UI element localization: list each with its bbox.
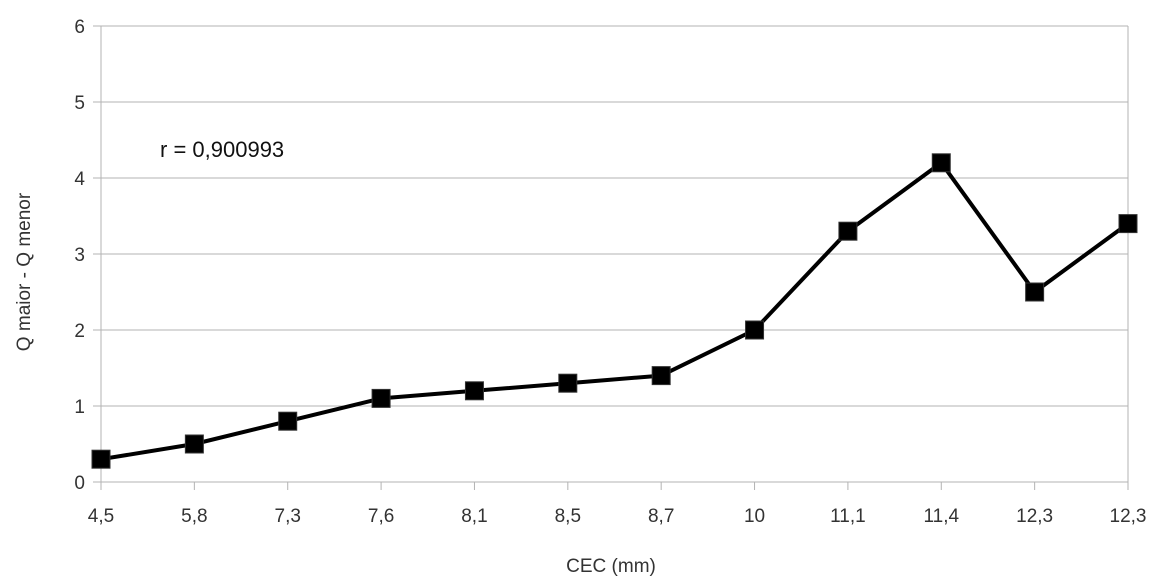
x-tick-label: 8,7 [648, 506, 674, 527]
data-point-marker [371, 388, 391, 408]
x-tick-label: 7,6 [368, 506, 394, 527]
data-point-marker [1025, 282, 1045, 302]
x-tick-label: 7,3 [275, 506, 301, 527]
data-point-marker [1118, 214, 1138, 234]
y-axis-title: Q maior - Q menor [14, 192, 35, 351]
data-point-marker [838, 221, 858, 241]
data-point-marker [651, 366, 671, 386]
data-point-marker [278, 411, 298, 431]
axis-layer: 0 1 2 3 4 5 6 4,5 5,8 7,3 7,6 8,1 8,5 8,7 10 11,1 11,4 12… [74, 17, 1146, 527]
x-tick-label: 8,1 [461, 506, 487, 527]
x-tick-label: 4,5 [88, 506, 114, 527]
y-tick-label: 0 [74, 473, 85, 494]
y-tick-label: 5 [74, 93, 85, 114]
series-line [100, 160, 1130, 462]
y-tick-label: 3 [74, 245, 85, 266]
label-layer: r = 0,900993 CEC (mm) Q maior - Q menor [14, 137, 656, 577]
data-point-marker [91, 449, 111, 469]
x-tick-label: 8,5 [555, 506, 581, 527]
data-point-marker [464, 381, 484, 401]
data-point-marker [745, 320, 765, 340]
data-point-marker [184, 434, 204, 454]
y-tick-label: 1 [74, 397, 85, 418]
series-layer [91, 153, 1138, 469]
y-tick-label: 4 [74, 169, 85, 190]
grid-layer [101, 25, 1129, 483]
data-point-marker [931, 153, 951, 173]
x-tick-label: 10 [744, 506, 765, 527]
correlation-annotation: r = 0,900993 [160, 137, 284, 162]
x-tick-label: 11,1 [830, 506, 866, 527]
x-axis-title: CEC (mm) [566, 556, 656, 577]
x-tick-label: 5,8 [181, 506, 207, 527]
x-tick-label: 12,3 [1110, 506, 1147, 527]
x-tick-label: 11,4 [923, 506, 959, 527]
y-tick-label: 6 [74, 17, 85, 38]
data-point-marker [558, 373, 578, 393]
y-tick-label: 2 [74, 321, 85, 342]
x-tick-label: 12,3 [1016, 506, 1053, 527]
